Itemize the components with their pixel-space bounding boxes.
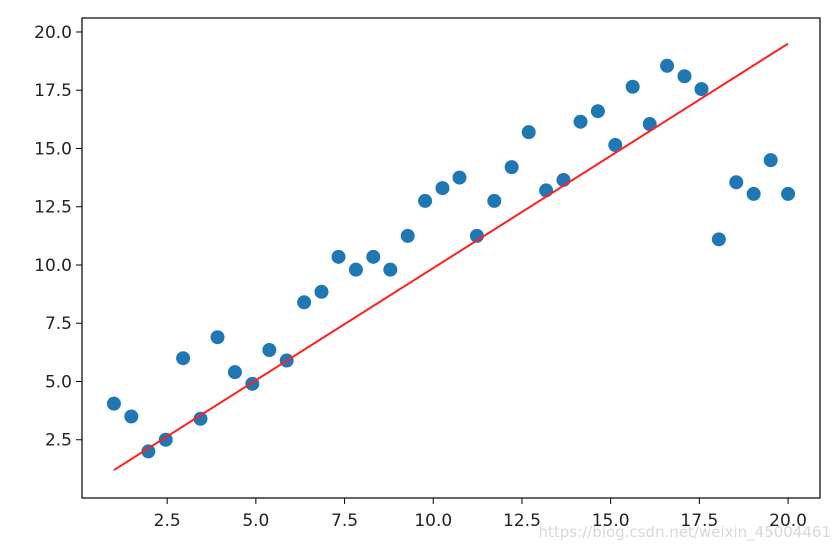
- scatter-point: [625, 79, 640, 94]
- scatter-point: [677, 69, 692, 84]
- y-tick-label: 7.5: [45, 314, 72, 334]
- plot-marks: [106, 42, 796, 471]
- scatter-point: [435, 181, 450, 196]
- scatter-point: [746, 186, 761, 201]
- scatter-point: [297, 295, 312, 310]
- scatter-point: [487, 193, 502, 208]
- scatter-point: [331, 249, 346, 264]
- scatter-point: [418, 193, 433, 208]
- scatter-point: [262, 343, 277, 358]
- scatter-point: [539, 183, 554, 198]
- scatter-point: [176, 351, 191, 366]
- scatter-point: [158, 432, 173, 447]
- scatter-point: [573, 114, 588, 129]
- x-tick-label: 17.5: [680, 511, 718, 531]
- y-axis: 2.5 5.0 7.5 10.0 12.5 15.0 17.5 20.0: [34, 23, 82, 451]
- scatter-point: [193, 411, 208, 426]
- scatter-point: [124, 409, 139, 424]
- scatter-point: [210, 330, 225, 345]
- x-tick-label: 15.0: [592, 511, 630, 531]
- x-tick-label: 10.0: [414, 511, 452, 531]
- y-tick-label: 12.5: [34, 198, 72, 218]
- scatter-point: [711, 232, 726, 247]
- scatter-point: [452, 170, 467, 185]
- x-tick-label: 7.5: [331, 511, 358, 531]
- scatter-point: [383, 262, 398, 277]
- scatter-point: [106, 396, 121, 411]
- scatter-point: [227, 365, 242, 380]
- scatter-point: [660, 58, 675, 73]
- scatter-point: [366, 249, 381, 264]
- y-tick-label: 20.0: [34, 23, 72, 43]
- x-tick-label: 20.0: [769, 511, 807, 531]
- y-tick-label: 17.5: [34, 81, 72, 101]
- y-tick-label: 5.0: [45, 372, 72, 392]
- scatter-point: [521, 125, 536, 140]
- scatter-point: [694, 82, 709, 97]
- plot-frame: [81, 17, 821, 499]
- scatter-point: [590, 104, 605, 119]
- scatter-point: [729, 175, 744, 190]
- scatter-point: [314, 284, 329, 299]
- x-tick-label: 12.5: [503, 511, 541, 531]
- scatter-point: [763, 153, 778, 168]
- x-tick-label: 2.5: [154, 511, 181, 531]
- scatter-point: [608, 137, 623, 152]
- y-tick-label: 10.0: [34, 256, 72, 276]
- y-tick-label: 15.0: [34, 139, 72, 159]
- watermark: https://blog.csdn.net/weixin_45004461: [538, 523, 831, 541]
- scatter-point: [348, 262, 363, 277]
- scatter-point: [141, 444, 156, 459]
- scatter-point: [642, 117, 657, 132]
- scatter-point: [504, 160, 519, 175]
- y-tick-label: 2.5: [45, 431, 72, 451]
- x-tick-label: 5.0: [242, 511, 269, 531]
- scatter-point: [781, 186, 796, 201]
- scatter-point: [400, 228, 415, 243]
- fit-line: [113, 42, 789, 471]
- x-axis: 2.5 5.0 7.5 10.0 12.5 15.0 17.5 20.0: [154, 498, 807, 531]
